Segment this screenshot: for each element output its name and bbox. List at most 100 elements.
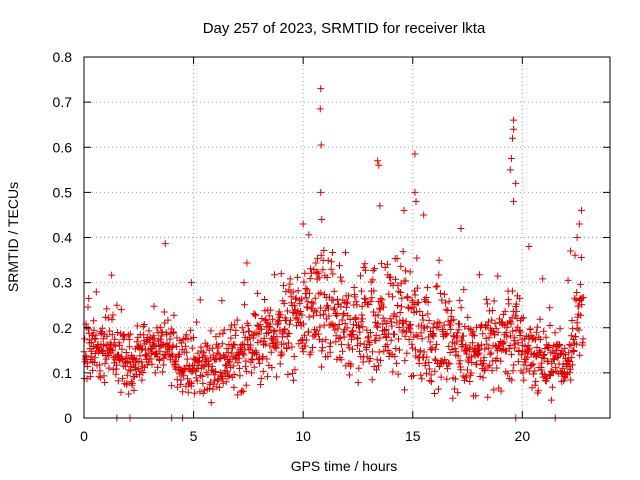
- data-point: [431, 367, 439, 375]
- data-point: [248, 369, 256, 377]
- data-point: [434, 323, 442, 331]
- data-point: [463, 366, 471, 374]
- data-point: [482, 323, 490, 331]
- data-point: [232, 326, 240, 334]
- data-point: [457, 224, 465, 232]
- data-point: [397, 303, 405, 311]
- data-point: [91, 349, 99, 357]
- data-point: [566, 368, 574, 376]
- data-point: [487, 349, 495, 357]
- data-point: [571, 251, 579, 259]
- data-point: [480, 367, 488, 375]
- data-point: [109, 311, 117, 319]
- data-point: [579, 294, 587, 302]
- data-point: [447, 325, 455, 333]
- data-point: [284, 370, 292, 378]
- data-point: [273, 338, 281, 346]
- data-point: [159, 368, 167, 376]
- data-point: [399, 316, 407, 324]
- data-point: [254, 289, 262, 297]
- y-tick-labels: 0 0.1 0.2 0.3 0.4 0.5 0.6 0.7 0.8: [53, 49, 73, 426]
- data-point: [338, 340, 346, 348]
- data-point: [259, 367, 267, 375]
- data-point: [119, 374, 127, 382]
- data-point: [435, 256, 443, 264]
- data-point: [574, 313, 582, 321]
- data-point: [435, 271, 443, 279]
- data-point: [363, 326, 371, 334]
- x-tick-label: 15: [405, 428, 421, 444]
- data-point: [268, 364, 276, 372]
- data-point: [97, 374, 105, 382]
- data-point: [101, 378, 109, 386]
- data-point: [178, 339, 186, 347]
- data-point: [506, 342, 514, 350]
- data-point: [180, 372, 188, 380]
- data-point: [287, 316, 295, 324]
- data-point: [565, 341, 573, 349]
- data-point: [336, 262, 344, 270]
- data-point: [547, 396, 555, 404]
- data-point: [350, 321, 358, 329]
- data-point: [493, 354, 501, 362]
- data-point: [212, 333, 220, 341]
- data-point: [113, 301, 121, 309]
- data-point: [269, 315, 277, 323]
- data-point: [514, 339, 522, 347]
- data-point: [240, 279, 248, 287]
- data-point: [323, 274, 331, 282]
- data-point: [312, 259, 320, 267]
- data-point: [357, 272, 365, 280]
- data-point: [556, 341, 564, 349]
- data-point: [285, 330, 293, 338]
- data-point: [305, 313, 313, 321]
- data-point: [342, 249, 350, 257]
- data-point: [565, 349, 573, 357]
- data-point: [188, 344, 196, 352]
- data-point: [490, 386, 498, 394]
- data-point: [196, 354, 204, 362]
- data-point: [102, 355, 110, 363]
- data-point: [451, 344, 459, 352]
- data-point: [332, 338, 340, 346]
- data-point: [412, 197, 420, 205]
- data-point: [359, 323, 367, 331]
- data-point: [441, 356, 449, 364]
- data-point: [331, 304, 339, 312]
- data-point: [154, 329, 162, 337]
- data-point: [213, 349, 221, 357]
- data-point: [394, 370, 402, 378]
- data-point: [425, 358, 433, 366]
- data-point: [307, 348, 315, 356]
- data-point: [329, 249, 337, 257]
- data-point: [536, 335, 544, 343]
- data-point: [400, 386, 408, 394]
- data-point: [125, 390, 133, 398]
- data-point: [424, 298, 432, 306]
- data-point: [334, 325, 342, 333]
- data-point: [360, 294, 368, 302]
- data-point: [556, 325, 564, 333]
- data-point: [442, 331, 450, 339]
- data-point: [358, 315, 366, 323]
- data-point: [103, 305, 111, 313]
- data-point: [204, 371, 212, 379]
- data-point: [209, 351, 217, 359]
- data-point: [109, 347, 117, 355]
- data-point: [227, 334, 235, 342]
- data-point: [577, 253, 585, 261]
- data-point: [260, 334, 268, 342]
- data-point: [482, 334, 490, 342]
- data-point: [425, 365, 433, 373]
- data-point: [374, 157, 382, 165]
- data-point: [321, 291, 329, 299]
- data-point: [453, 329, 461, 337]
- data-point: [322, 336, 330, 344]
- data-point: [207, 327, 215, 335]
- data-point: [438, 296, 446, 304]
- data-point: [160, 308, 168, 316]
- data-point: [534, 387, 542, 395]
- data-point: [391, 275, 399, 283]
- data-point: [561, 344, 569, 352]
